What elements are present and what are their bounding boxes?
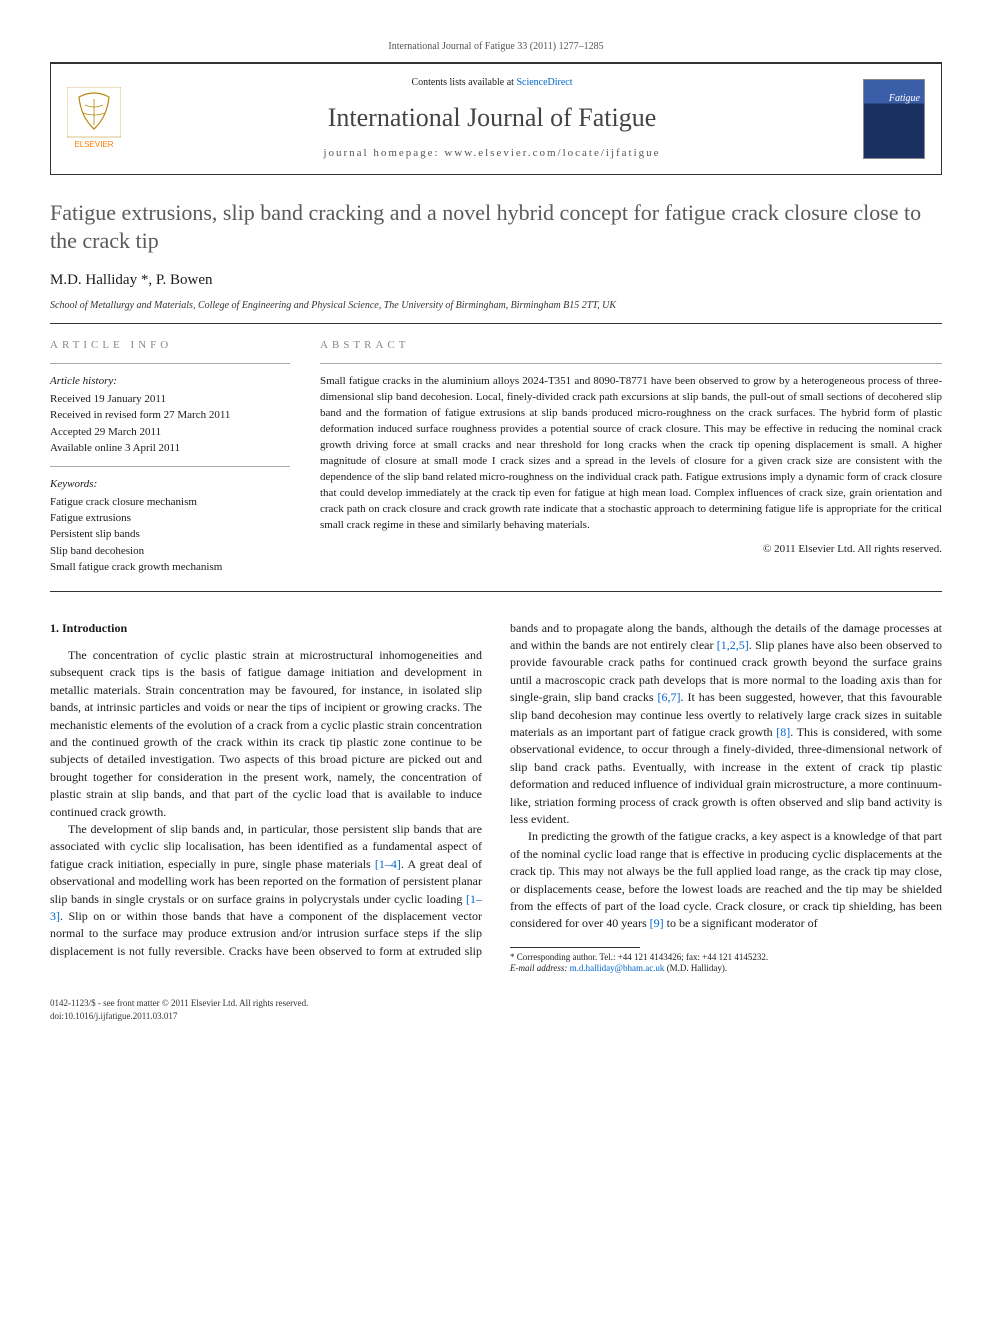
footnote-separator — [510, 947, 640, 948]
history-label: Article history: — [50, 374, 290, 389]
info-divider-1 — [50, 363, 290, 364]
journal-name: International Journal of Fatigue — [121, 100, 863, 136]
email-suffix: (M.D. Halliday). — [664, 963, 727, 973]
footnote-block: * Corresponding author. Tel.: +44 121 41… — [510, 947, 942, 975]
p3b: to be a significant moderator of — [664, 916, 818, 930]
revised-line: Received in revised form 27 March 2011 — [50, 408, 290, 423]
sciencedirect-link[interactable]: ScienceDirect — [516, 77, 572, 88]
abstract-text: Small fatigue cracks in the aluminium al… — [320, 374, 942, 533]
kw1: Fatigue crack closure mechanism — [50, 495, 290, 510]
journal-cover-thumb: Fatigue — [863, 79, 925, 159]
accepted-line: Accepted 29 March 2011 — [50, 425, 290, 440]
email-address[interactable]: m.d.halliday@bham.ac.uk — [570, 963, 665, 973]
info-abstract-row: ARTICLE INFO Article history: Received 1… — [50, 323, 942, 592]
homepage-url[interactable]: www.elsevier.com/locate/ijfatigue — [444, 147, 660, 159]
contents-prefix: Contents lists available at — [411, 77, 516, 88]
kw4: Slip band decohesion — [50, 544, 290, 559]
online-line: Available online 3 April 2011 — [50, 441, 290, 456]
info-divider-2 — [50, 466, 290, 467]
kw2: Fatigue extrusions — [50, 511, 290, 526]
running-head: International Journal of Fatigue 33 (201… — [50, 40, 942, 54]
para-3: In predicting the growth of the fatigue … — [510, 828, 942, 932]
affiliation: School of Metallurgy and Materials, Coll… — [50, 299, 942, 313]
contents-line: Contents lists available at ScienceDirec… — [121, 76, 863, 90]
article-title: Fatigue extrusions, slip band cracking a… — [50, 199, 942, 256]
ref-1-2-5[interactable]: [1,2,5] — [717, 638, 749, 652]
journal-homepage: journal homepage: www.elsevier.com/locat… — [121, 146, 863, 161]
elsevier-logo: ELSEVIER — [67, 87, 121, 151]
ref-8[interactable]: [8] — [776, 725, 790, 739]
copyright-line: © 2011 Elsevier Ltd. All rights reserved… — [320, 542, 942, 557]
p2f: . This is considered, with some observat… — [510, 725, 942, 826]
email-line: E-mail address: m.d.halliday@bham.ac.uk … — [510, 963, 942, 975]
footer-line-1: 0142-1123/$ - see front matter © 2011 El… — [50, 997, 942, 1010]
footer-line-2: doi:10.1016/j.ijfatigue.2011.03.017 — [50, 1010, 942, 1023]
keywords-label: Keywords: — [50, 477, 290, 492]
cover-label: Fatigue — [889, 92, 920, 106]
ref-6-7[interactable]: [6,7] — [658, 690, 681, 704]
para-1: The concentration of cyclic plastic stra… — [50, 647, 482, 821]
info-heading: ARTICLE INFO — [50, 338, 290, 353]
homepage-prefix: journal homepage: — [323, 147, 444, 159]
footer: 0142-1123/$ - see front matter © 2011 El… — [50, 997, 942, 1022]
kw3: Persistent slip bands — [50, 527, 290, 542]
body-columns: 1. Introduction The concentration of cyc… — [50, 620, 942, 975]
section-1-heading: 1. Introduction — [50, 620, 482, 637]
email-label: E-mail address: — [510, 963, 570, 973]
received-line: Received 19 January 2011 — [50, 392, 290, 407]
ref-9[interactable]: [9] — [650, 916, 664, 930]
ref-1-4[interactable]: [1–4] — [375, 857, 401, 871]
corresponding-author: * Corresponding author. Tel.: +44 121 41… — [510, 952, 942, 964]
abstract-divider — [320, 363, 942, 364]
kw5: Small fatigue crack growth mechanism — [50, 560, 290, 575]
authors: M.D. Halliday *, P. Bowen — [50, 270, 942, 291]
abstract-column: ABSTRACT Small fatigue cracks in the alu… — [320, 338, 942, 577]
journal-header: ELSEVIER Contents lists available at Sci… — [50, 63, 942, 175]
header-center: Contents lists available at ScienceDirec… — [121, 76, 863, 162]
abstract-heading: ABSTRACT — [320, 338, 942, 353]
article-info: ARTICLE INFO Article history: Received 1… — [50, 338, 290, 577]
elsevier-label: ELSEVIER — [74, 140, 113, 149]
